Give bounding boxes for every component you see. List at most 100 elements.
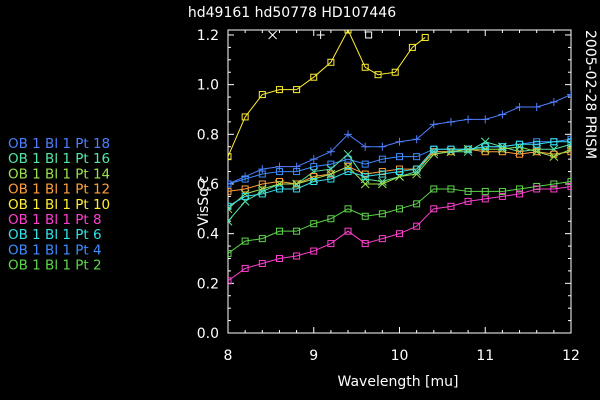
data-point [396, 153, 403, 161]
annotation-marker [365, 31, 373, 39]
legend-entry: OB 1 Bl 1 Pt 6 [8, 227, 102, 243]
data-point [344, 205, 352, 213]
data-series [228, 90, 571, 188]
data-point [241, 264, 249, 272]
data-point [310, 247, 318, 255]
data-point [310, 73, 318, 81]
data-point [344, 163, 352, 171]
data-point [293, 252, 301, 260]
data-point [326, 147, 335, 156]
data-point [413, 222, 421, 230]
data-point [413, 153, 421, 161]
data-point [361, 63, 369, 71]
data-point [498, 187, 506, 195]
data-point [228, 277, 232, 285]
data-point [567, 90, 571, 99]
x-tick-label: 11 [476, 348, 494, 364]
data-point [378, 170, 386, 178]
data-point [241, 113, 249, 121]
data-point [327, 215, 335, 223]
cross-stroke-b [268, 30, 277, 40]
data-point [464, 145, 472, 153]
data-point [395, 137, 404, 146]
series-line [228, 30, 426, 157]
data-point [228, 180, 232, 188]
legend-entry: OB 1 Bl 1 Pt 2 [8, 258, 102, 274]
data-point [498, 110, 507, 119]
data-point [228, 187, 232, 195]
data-point [516, 140, 524, 148]
cross-stroke-b [549, 152, 559, 162]
data-point [292, 162, 301, 171]
data-point [344, 130, 353, 139]
data-point [241, 185, 249, 193]
data-point [228, 250, 232, 258]
data-point [343, 149, 353, 159]
data-point [533, 140, 541, 148]
cross-stroke-b [532, 147, 542, 157]
annotation-markers [268, 30, 373, 40]
data-point [241, 192, 249, 200]
data-point [447, 202, 455, 210]
data-point [464, 197, 472, 205]
data-point [310, 220, 318, 228]
data-point [258, 190, 266, 198]
data-point [310, 178, 318, 185]
data-point [275, 86, 283, 94]
series-line [228, 185, 571, 282]
data-point [241, 237, 249, 245]
data-point [413, 200, 421, 208]
data-point [361, 240, 369, 248]
data-point [550, 138, 558, 146]
data-point [516, 190, 524, 198]
data-point [533, 148, 541, 156]
data-point [327, 240, 335, 248]
data-point [293, 227, 301, 235]
cross-stroke-b [566, 148, 571, 154]
chart-title: hd49161 hd50778 HD107446 [188, 5, 396, 21]
data-point [464, 187, 472, 195]
data-point [396, 230, 403, 238]
data-point [293, 168, 301, 176]
series-line [228, 141, 571, 207]
y-tick-label: 0.4 [197, 227, 219, 243]
data-point [481, 187, 489, 195]
data-point [293, 185, 301, 193]
x-tick-label: 9 [309, 348, 318, 364]
data-series [228, 30, 429, 161]
data-point [567, 182, 571, 190]
data-point [532, 102, 541, 111]
data-point [360, 179, 370, 189]
cross-stroke-a [566, 144, 571, 150]
data-point [275, 227, 283, 235]
data-point [258, 91, 266, 99]
series-line [228, 181, 571, 254]
y-tick-label: 0.2 [197, 276, 219, 292]
annotation-marker [268, 30, 277, 40]
axes: 8 9 10 11 12 0.0 0.2 0.4 0.6 0.8 1.0 1.2 [197, 28, 580, 364]
data-point [361, 173, 369, 181]
y-tick-label: 0.0 [197, 326, 219, 342]
data-point [550, 185, 558, 193]
data-point [344, 227, 352, 235]
data-point [430, 185, 438, 193]
data-point [228, 216, 233, 226]
data-point [413, 165, 421, 173]
data-point [396, 205, 403, 213]
data-point [377, 179, 387, 189]
data-point [378, 235, 386, 243]
cross-stroke-b [377, 179, 387, 189]
data-point [549, 152, 559, 162]
data-point [310, 163, 318, 171]
annotation-marker [316, 30, 325, 39]
legend-entry: OB 1 Bl 1 Pt 14 [8, 166, 110, 182]
data-point [430, 145, 438, 153]
cross-stroke-b [360, 179, 370, 189]
series-line [228, 138, 571, 185]
legend-entry: OB 1 Bl 1 Pt 10 [8, 197, 110, 213]
data-point [430, 205, 438, 213]
x-tick-label: 12 [562, 348, 580, 364]
data-point [481, 195, 489, 203]
